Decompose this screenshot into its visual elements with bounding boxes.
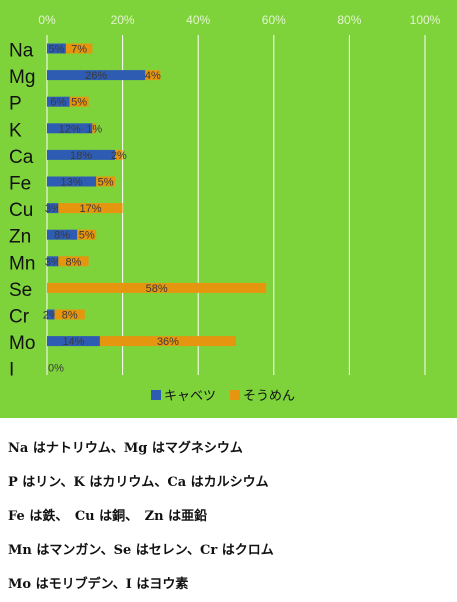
- bar-somen: [145, 70, 161, 81]
- data-label: 8%: [66, 256, 82, 268]
- bar-cabbage: [47, 176, 97, 187]
- bar-somen: [69, 96, 89, 107]
- bar-cabbage: [47, 336, 100, 347]
- data-label: 5%: [48, 44, 64, 56]
- bar-cabbage: [47, 70, 146, 81]
- note-line: Na はナトリウム、Mg はマグネシウム: [8, 441, 243, 456]
- bar-somen: [65, 43, 93, 54]
- bar-cabbage: [47, 256, 59, 267]
- category-label: P: [9, 94, 22, 115]
- data-label: 18%: [70, 150, 92, 162]
- abbreviation-notes: Na はナトリウム、Mg はマグネシウム P はリン、K はカリウム、Ca はカ…: [8, 432, 448, 602]
- data-label: 4%: [145, 70, 161, 82]
- data-label: 12%: [59, 123, 81, 135]
- category-label: Se: [9, 280, 32, 301]
- legend-swatch: [230, 390, 240, 400]
- category-label: Zn: [9, 227, 31, 248]
- bar-somen: [77, 229, 97, 240]
- data-label: 5%: [71, 97, 87, 109]
- x-tick-label: 100%: [410, 13, 441, 27]
- data-label: 2%: [111, 150, 127, 162]
- data-label: 26%: [85, 70, 107, 82]
- x-tick-label: 60%: [262, 13, 286, 27]
- note-line: Mo はモリブデン、I はヨウ素: [8, 577, 189, 592]
- category-label: Cr: [9, 307, 30, 328]
- data-label: 7%: [71, 44, 87, 56]
- bar-cabbage: [47, 123, 93, 134]
- data-label: 8%: [62, 310, 78, 322]
- x-tick-label: 20%: [111, 13, 135, 27]
- bar-cabbage: [47, 96, 70, 107]
- bar-cabbage: [47, 149, 116, 160]
- category-label: Mn: [9, 253, 35, 274]
- category-label: Mg: [9, 67, 35, 88]
- bar-cabbage: [47, 203, 59, 214]
- legend-label: キャベツ: [164, 389, 216, 404]
- category-label: Na: [9, 41, 34, 62]
- legend-swatch: [151, 390, 161, 400]
- bar-somen: [92, 123, 97, 134]
- data-label: 58%: [146, 283, 168, 295]
- note-line: Fe は鉄、 Cu は銅、 Zn は亜鉛: [8, 509, 208, 524]
- legend-label: そうめん: [243, 389, 295, 404]
- x-tick-label: 0%: [38, 13, 56, 27]
- bar-cabbage: [47, 229, 78, 240]
- bar-somen: [58, 256, 89, 267]
- category-label: K: [9, 120, 22, 141]
- x-tick-label: 40%: [186, 13, 210, 27]
- data-label: 14%: [62, 336, 84, 348]
- category-label: Cu: [9, 200, 33, 221]
- bar-somen: [96, 176, 116, 187]
- data-label: 13%: [61, 177, 83, 189]
- note-line: Mn はマンガン、Se はセレン、Cr はクロム: [8, 543, 274, 558]
- bar-somen: [58, 203, 123, 214]
- data-label: 1%: [86, 123, 102, 135]
- bar-somen: [47, 282, 267, 293]
- stacked-bar-chart: 0% 20% 40% 60% 80% 100% Na 5% 7% Mg 26% 4% P 6% 5% K 12%…: [0, 0, 457, 418]
- note-line: P はリン、K はカリウム、Ca はカルシウム: [8, 475, 269, 490]
- data-label: 5%: [98, 177, 114, 189]
- data-label: 17%: [79, 203, 101, 215]
- category-label: Ca: [9, 147, 34, 168]
- category-label: Fe: [9, 174, 31, 195]
- data-label: 6%: [50, 97, 66, 109]
- bar-somen: [99, 336, 236, 347]
- bar-somen: [54, 309, 85, 320]
- data-label: 36%: [157, 336, 179, 348]
- bar-cabbage: [47, 43, 66, 54]
- bar-somen: [115, 149, 123, 160]
- category-label: I: [9, 360, 14, 381]
- category-label: Mo: [9, 333, 35, 354]
- data-label: 0%: [48, 363, 64, 375]
- data-label: 8%: [54, 230, 70, 242]
- bar-cabbage: [47, 309, 55, 320]
- data-label: 3%: [45, 203, 61, 215]
- data-label: 5%: [79, 230, 95, 242]
- chart-panel: 0% 20% 40% 60% 80% 100% Na 5% 7% Mg 26% 4% P 6% 5% K 12%…: [0, 0, 457, 418]
- data-label: 3%: [45, 256, 61, 268]
- x-tick-label: 80%: [337, 13, 361, 27]
